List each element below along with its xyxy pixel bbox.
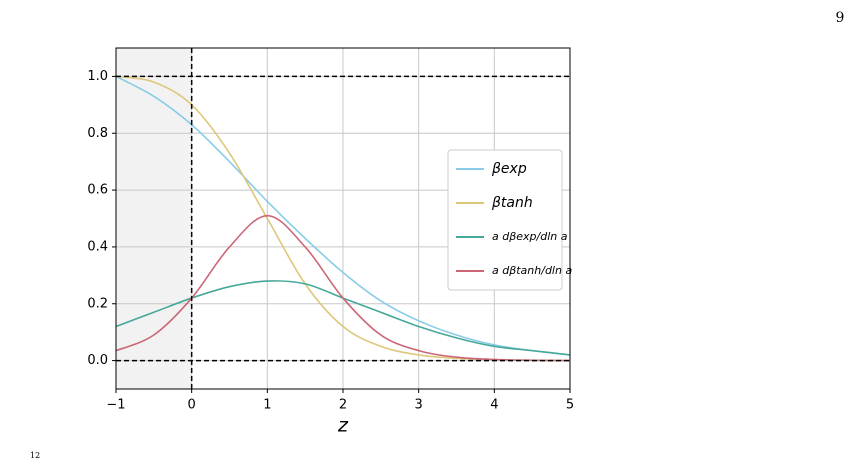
x-axis-label: z	[337, 415, 349, 437]
legend-box	[447, 149, 563, 291]
y-tick-label: 0.2	[87, 296, 108, 311]
y-tick-label: 0.4	[87, 239, 108, 254]
legend-label: βexp	[491, 161, 527, 177]
x-tick-label: 3	[415, 398, 423, 413]
shaded-region	[116, 48, 192, 389]
page-number: 9	[836, 10, 845, 26]
y-tick-label: 1.0	[87, 69, 108, 84]
legend-label: βtanh	[491, 195, 533, 211]
x-tick-label: 4	[490, 398, 498, 413]
legend-label: a dβtanh/dln a	[492, 264, 572, 277]
y-tick-label: 0.0	[87, 353, 108, 368]
x-tick-label: 2	[339, 398, 347, 413]
plot-frame	[115, 47, 571, 390]
legend-label: a dβexp/dln a	[492, 230, 568, 243]
x-tick-label: 5	[566, 398, 574, 413]
x-tick-label: −1	[106, 398, 125, 413]
x-tick-label: 1	[263, 398, 271, 413]
y-tick-label: 0.8	[87, 126, 108, 141]
footnote-mark: 12	[30, 451, 40, 460]
x-tick-label: 0	[188, 398, 196, 413]
y-tick-label: 0.6	[87, 183, 108, 198]
